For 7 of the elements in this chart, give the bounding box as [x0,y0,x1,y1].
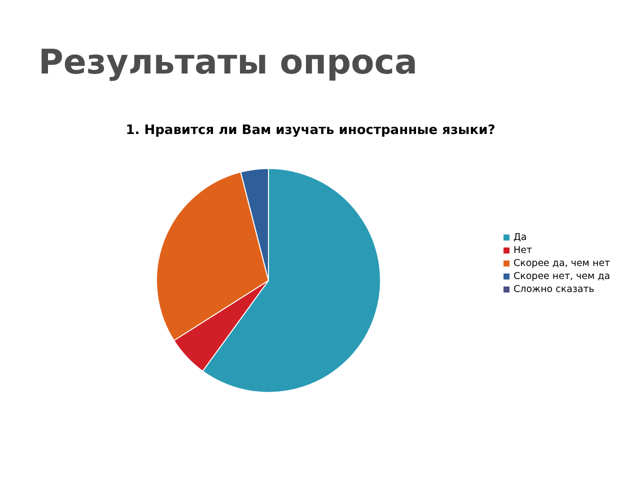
chart-title: Результаты опроса [38,42,418,82]
legend-label: Нет [514,245,532,256]
legend-label: Да [514,232,527,243]
legend-label: Сложно сказать [514,284,595,295]
chart-subtitle: 1. Нравится ли Вам изучать иностранные языки? [126,123,496,138]
legend-label: Скорее да, чем нет [514,258,611,269]
legend-label: Скорее нет, чем да [514,271,610,282]
